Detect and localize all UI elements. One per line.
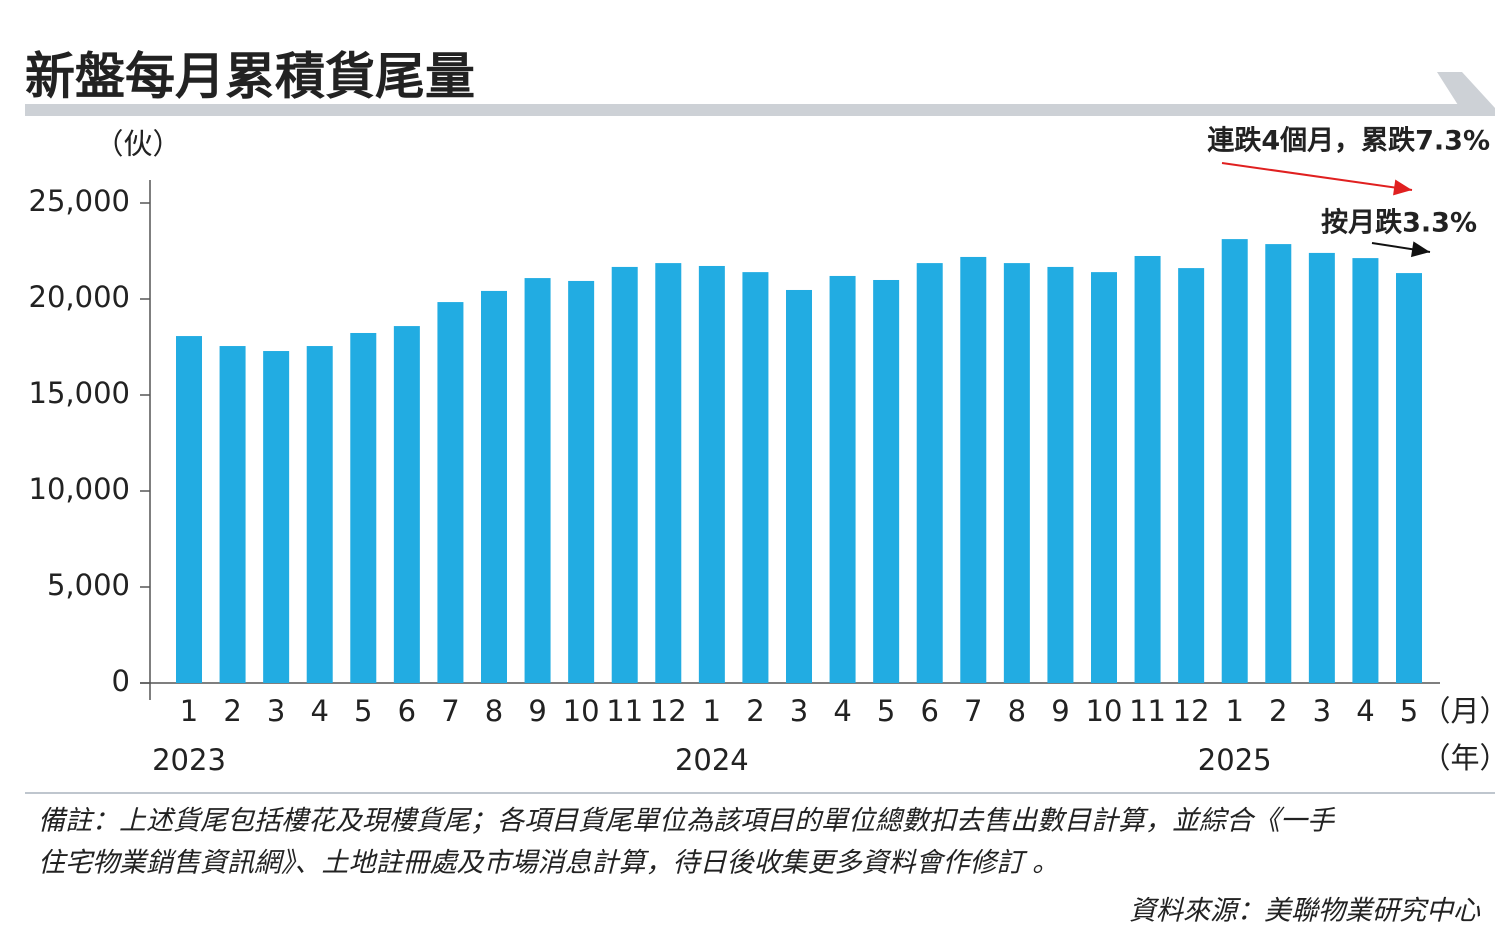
x-tick-label: 1 bbox=[1225, 694, 1243, 728]
x-tick-label: 10 bbox=[563, 694, 600, 728]
bar bbox=[176, 336, 202, 683]
x-tick-label: 10 bbox=[1086, 694, 1123, 728]
x-tick-label: 5 bbox=[877, 694, 895, 728]
title-bar bbox=[25, 104, 1470, 116]
annotation-arrowhead bbox=[1410, 241, 1430, 258]
bar bbox=[306, 346, 333, 683]
x-tick-label: 8 bbox=[485, 694, 503, 728]
bar bbox=[786, 289, 812, 683]
annotation: 連跌4個月，累跌7.3% bbox=[1207, 126, 1490, 157]
bar bbox=[829, 275, 856, 683]
x-tick-label: 4 bbox=[833, 694, 851, 728]
bar bbox=[1352, 258, 1379, 683]
chart-title: 新盤每月累積貨尾量 bbox=[25, 48, 475, 106]
year-label: 2025 bbox=[1198, 743, 1272, 777]
x-tick-label: 7 bbox=[964, 694, 982, 728]
bar bbox=[437, 302, 464, 683]
bar bbox=[916, 263, 943, 683]
x-tick-label: 9 bbox=[1051, 694, 1069, 728]
x-tick-label: 5 bbox=[1400, 694, 1418, 728]
bar bbox=[481, 290, 507, 683]
x-tick-label: 5 bbox=[354, 694, 372, 728]
bar bbox=[393, 326, 420, 683]
x-tick-label: 6 bbox=[920, 694, 938, 728]
bar bbox=[219, 346, 246, 683]
x-tick-label: 9 bbox=[528, 694, 546, 728]
y-tick-label: 15,000 bbox=[29, 376, 130, 410]
x-tick-label: 3 bbox=[790, 694, 808, 728]
x-tick-label: 4 bbox=[310, 694, 328, 728]
x-tick-label: 8 bbox=[1008, 694, 1026, 728]
x-tick-label: 2 bbox=[1269, 694, 1287, 728]
year-label: 2024 bbox=[675, 743, 749, 777]
y-tick-label: 5,000 bbox=[47, 568, 130, 602]
x-tick-label: 1 bbox=[703, 694, 721, 728]
title-arrow bbox=[1437, 72, 1495, 116]
x-tick-label: 2 bbox=[746, 694, 764, 728]
x-tick-label: 12 bbox=[1173, 694, 1210, 728]
bar bbox=[1047, 266, 1074, 683]
bar bbox=[1178, 268, 1205, 683]
bar bbox=[568, 280, 595, 683]
bar bbox=[655, 263, 682, 683]
bar bbox=[1265, 244, 1292, 683]
bar bbox=[1221, 239, 1248, 683]
bar bbox=[524, 278, 551, 683]
bar bbox=[350, 332, 377, 683]
x-tick-label: 11 bbox=[1129, 694, 1166, 728]
x-tick-label: 3 bbox=[1313, 694, 1331, 728]
bar bbox=[611, 266, 638, 683]
note: 住宅物業銷售資訊網》、土地註冊處及市場消息計算，待日後收集更多資料會作修訂 。 bbox=[38, 848, 1059, 879]
annotation-arrowhead bbox=[1393, 179, 1412, 196]
bar bbox=[873, 279, 900, 683]
bar bbox=[742, 272, 769, 683]
x-tick-label: 4 bbox=[1356, 694, 1374, 728]
bar bbox=[698, 265, 725, 683]
x-unit: （月） bbox=[1421, 694, 1508, 728]
x-tick-label: 6 bbox=[398, 694, 416, 728]
x-tick-label: 1 bbox=[180, 694, 198, 728]
bar bbox=[263, 351, 290, 683]
bar bbox=[960, 256, 987, 683]
bar bbox=[1003, 263, 1030, 683]
year-label: 2023 bbox=[152, 743, 226, 777]
x-tick-label: 7 bbox=[441, 694, 459, 728]
x-tick-label: 12 bbox=[650, 694, 687, 728]
bar bbox=[1091, 272, 1117, 683]
note: 備註：上述貨尾包括樓花及現樓貨尾；各項目貨尾單位為該項目的單位總數扣去售出數目計… bbox=[38, 806, 1336, 837]
x-tick-label: 3 bbox=[267, 694, 285, 728]
source: 資料來源：美聯物業研究中心 bbox=[1129, 896, 1481, 927]
bar bbox=[1134, 255, 1161, 683]
bar bbox=[1396, 273, 1422, 683]
annotation-arrow bbox=[1221, 162, 1413, 191]
x-tick-label: 11 bbox=[606, 694, 643, 728]
year-unit: （年） bbox=[1421, 741, 1508, 775]
y-tick-label: 20,000 bbox=[29, 280, 130, 314]
y-tick-label: 10,000 bbox=[29, 472, 130, 506]
annotation: 按月跌3.3% bbox=[1321, 207, 1477, 239]
y-unit: （伙） bbox=[94, 127, 181, 161]
y-tick-label: 0 bbox=[112, 664, 130, 698]
y-tick-label: 25,000 bbox=[29, 184, 130, 218]
bar bbox=[1308, 252, 1335, 684]
x-tick-label: 2 bbox=[223, 694, 241, 728]
